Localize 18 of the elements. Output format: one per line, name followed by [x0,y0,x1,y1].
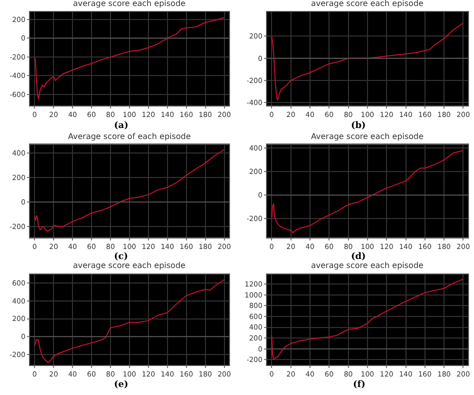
chart-title: Average score each episode [311,132,424,141]
line-series [271,22,464,101]
line-series [34,279,225,363]
text: (e) [114,380,128,390]
line-series [271,278,464,360]
chart-title: average score each episode [311,0,424,8]
chart-title: average score each episode [311,261,424,270]
line-series [34,17,225,100]
line-series [271,150,464,234]
text: (c) [114,252,128,262]
chart-title: average score each episode [73,261,186,270]
text: (b) [351,121,366,131]
text: (d) [351,252,366,262]
text: (a) [114,121,128,131]
text: (f) [353,380,366,390]
chart-title: Average score of each episode [68,132,191,141]
chart-title: average score each episode [73,0,186,8]
line-series [34,149,225,232]
